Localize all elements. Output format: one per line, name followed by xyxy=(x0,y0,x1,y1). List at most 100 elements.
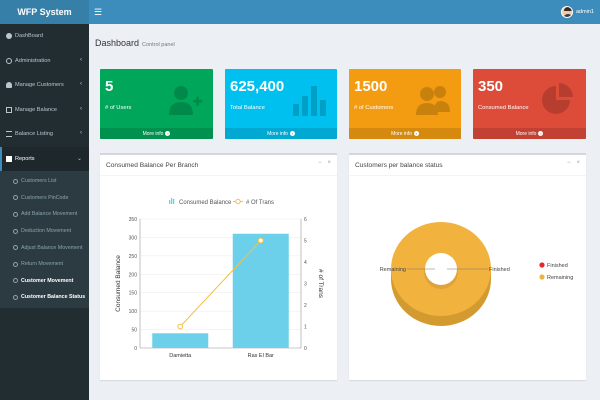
more-info-link[interactable]: More info › xyxy=(349,128,461,139)
stat-box-consumed-balance: 350 Consumed Balance More info › xyxy=(473,69,586,139)
more-info-link[interactable]: More info › xyxy=(225,128,337,139)
app-logo[interactable]: WFP System xyxy=(0,0,89,24)
sidebar-subitem-label: Return Movement xyxy=(21,261,64,268)
sidebar-item-reports[interactable]: Reports ⌄ xyxy=(0,146,89,171)
legend-marker xyxy=(539,262,545,268)
sidebar-subitem-label: Add Balance Movement xyxy=(21,211,78,218)
sidebar-item-balance-listing[interactable]: Balance Listing ‹ xyxy=(0,122,89,147)
y-tick-label: 100 xyxy=(129,309,138,315)
slice-label: Remaining xyxy=(380,267,406,273)
legend-marker xyxy=(539,274,545,280)
circle-icon xyxy=(13,245,18,251)
sidebar-item-dashboard[interactable]: DashBoard xyxy=(0,24,89,49)
sidebar-subitem-label: Customers PinCode xyxy=(21,194,69,201)
reports-icon xyxy=(6,155,12,162)
more-info-label: More info xyxy=(267,130,288,137)
circle-icon xyxy=(13,178,18,184)
y-tick-label: 50 xyxy=(131,328,137,334)
legend-label: Remaining xyxy=(547,275,573,281)
sidebar-subitem-label: Customer Balance Status xyxy=(21,294,86,301)
page-title: Dashboard Control panel xyxy=(95,38,175,48)
y-tick-label: 250 xyxy=(129,254,138,260)
y2-tick-label: 4 xyxy=(304,260,307,266)
x-tick-label: Damietta xyxy=(169,353,192,359)
status-chart-panel: Customers per balance status − × Remaini… xyxy=(349,153,586,380)
trans-point xyxy=(257,237,264,244)
sidebar-item-administration[interactable]: Administration ‹ xyxy=(0,49,89,74)
stat-value: 350 xyxy=(478,78,504,95)
sidebar-subitem-add-balance-movement[interactable]: Add Balance Movement xyxy=(0,206,89,223)
sidebar-item-manage-customers[interactable]: Manage Customers ‹ xyxy=(0,73,89,98)
user-add-icon xyxy=(169,86,202,115)
sidebar-item-label: Manage Customers xyxy=(15,82,64,89)
circle-icon xyxy=(13,278,18,284)
circle-icon xyxy=(13,261,18,267)
y-tick-label: 300 xyxy=(129,235,138,241)
hamburger-icon[interactable]: ☰ xyxy=(93,7,103,17)
arrow-circle-right-icon: › xyxy=(538,131,544,136)
minimize-icon[interactable]: − xyxy=(317,160,322,166)
users-icon xyxy=(6,82,12,89)
sidebar-item-label: Manage Balance xyxy=(15,106,57,113)
close-icon[interactable]: × xyxy=(576,160,580,166)
page-subtitle: Control panel xyxy=(142,42,175,48)
stat-label: Total Balance xyxy=(230,105,265,111)
stat-value: 5 xyxy=(105,78,114,95)
page-title-text: Dashboard xyxy=(95,38,140,48)
sidebar-subitem-label: Customers List xyxy=(21,178,57,185)
y2-tick-label: 0 xyxy=(304,346,307,352)
donut-hole xyxy=(425,253,457,285)
sidebar-subitem-label: Customer Movement xyxy=(21,277,74,284)
user-avatar-icon xyxy=(560,6,573,18)
trans-line xyxy=(179,240,262,327)
legend-bar-swatch xyxy=(169,200,171,204)
consumed-balance-chart: Consumed Balance # Of Trans05010015020025… xyxy=(115,198,324,359)
circle-icon xyxy=(13,211,18,217)
stat-value: 1500 xyxy=(354,78,388,95)
sidebar-subitem-label: Deduction Movement xyxy=(21,228,72,235)
trans-point xyxy=(177,323,184,330)
more-info-link[interactable]: More info › xyxy=(100,128,213,139)
sidebar-subitem-return-movement[interactable]: Return Movement xyxy=(0,256,89,273)
sidebar-item-label: Reports xyxy=(15,155,35,162)
branch-chart-panel: Consumed Balance Per Branch − × Consumed… xyxy=(100,153,337,380)
sidebar-item-label: Balance Listing xyxy=(15,131,53,138)
bar xyxy=(232,233,289,348)
chevron-left-icon: ‹ xyxy=(80,130,82,136)
customers-icon xyxy=(416,86,450,115)
panel-tools: − × xyxy=(318,160,331,166)
sidebar-subitem-customer-movement[interactable]: Customer Movement xyxy=(0,273,89,290)
sidebar-subitem-label: Adjust Balance Movement xyxy=(21,244,83,251)
sidebar-item-manage-balance[interactable]: Manage Balance ‹ xyxy=(0,98,89,123)
sidebar-subitem-deduction-movement[interactable]: Deduction Movement xyxy=(0,223,89,240)
sidebar-subitem-adjust-balance-movement[interactable]: Adjust Balance Movement xyxy=(0,239,89,256)
sidebar-subitem-customers-list[interactable]: Customers List xyxy=(0,173,89,190)
y2-axis-label: # of Trans xyxy=(317,269,324,299)
panel-title: Customers per balance status xyxy=(355,162,443,169)
more-info-label: More info xyxy=(391,130,412,137)
circle-icon xyxy=(13,294,18,300)
more-info-label: More info xyxy=(515,130,537,137)
panel-title: Consumed Balance Per Branch xyxy=(106,162,199,169)
legend-bar-swatch xyxy=(171,198,173,204)
arrow-circle-right-icon: › xyxy=(289,131,295,136)
gear-icon xyxy=(6,57,12,64)
y2-tick-label: 2 xyxy=(304,303,307,309)
close-icon[interactable]: × xyxy=(327,160,331,166)
reports-submenu: Customers List Customers PinCode Add Bal… xyxy=(0,171,89,308)
more-info-link[interactable]: More info › xyxy=(473,128,586,139)
sidebar-subitem-customers-pincode[interactable]: Customers PinCode xyxy=(0,190,89,207)
legend-label: Finished xyxy=(547,263,568,269)
user-menu[interactable]: admin1 xyxy=(560,5,594,19)
sidebar-subitem-customer-balance-status[interactable]: Customer Balance Status xyxy=(0,289,89,306)
y2-tick-label: 5 xyxy=(304,239,307,245)
more-info-label: More info xyxy=(142,130,164,137)
minimize-icon[interactable]: − xyxy=(566,160,571,166)
stat-label: # of Users xyxy=(105,105,132,111)
dashboard-icon xyxy=(6,33,12,40)
y-tick-label: 150 xyxy=(129,291,138,297)
x-tick-label: Ras El Bar xyxy=(248,353,274,359)
y-tick-label: 200 xyxy=(129,272,138,278)
list-icon xyxy=(6,131,12,138)
chevron-left-icon: ‹ xyxy=(80,81,82,87)
